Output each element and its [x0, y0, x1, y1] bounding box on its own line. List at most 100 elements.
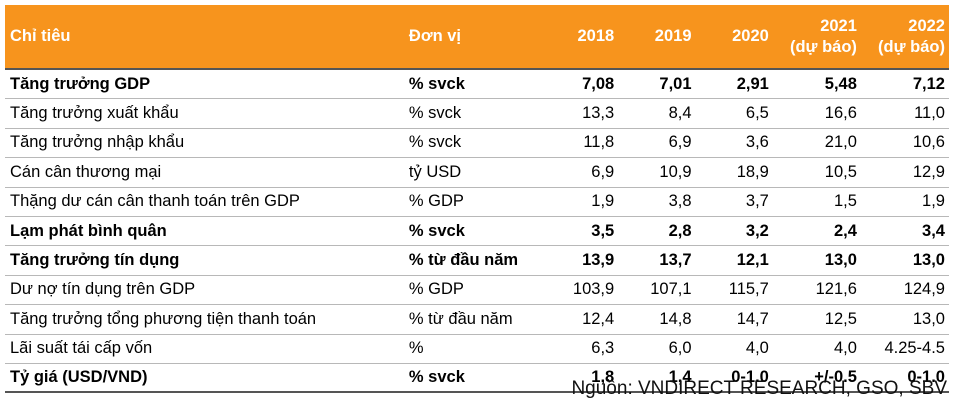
row-unit: % svck — [408, 74, 465, 93]
row-value: 12,1 — [736, 251, 769, 270]
row-value: 18,9 — [736, 162, 769, 181]
row-unit: % — [408, 339, 424, 358]
row-value: 2,91 — [736, 74, 769, 93]
row-value: 10,6 — [912, 133, 945, 152]
table-row: Cán cân thương mại tỷ USD 6,9 10,9 18,9 10,5 1… — [5, 158, 949, 188]
header-unit: Đơn vị — [408, 27, 461, 45]
table-row: Tăng trưởng GDP % svck 7,08 7,01 2,91 5,48 7,1… — [5, 70, 949, 100]
row-value: 13,0 — [912, 251, 945, 270]
row-indicator: Tăng trưởng tín dụng — [10, 251, 180, 270]
row-value: 13,7 — [659, 251, 692, 270]
year-label: 2020 — [732, 27, 769, 45]
row-value: +/-0.5 — [814, 368, 857, 387]
row-value: 6,9 — [591, 162, 615, 181]
table-header: Chỉ tiêu Đơn vị 2018 2019 2020 2021 (dự b… — [5, 5, 949, 70]
table-row: Tỷ giá (USD/VND) % svck 1,8 1,4 0-1.0 +/-0.5 0… — [5, 364, 949, 394]
table-body: Tăng trưởng GDP % svck 7,08 7,01 2,91 5,48 7,1… — [5, 70, 949, 394]
table-row: Tăng trưởng tín dụng % từ đầu năm 13,9 13,7… — [5, 246, 949, 276]
row-value: 4.25-4.5 — [884, 339, 945, 358]
row-indicator: Tăng trưởng GDP — [10, 74, 151, 93]
row-indicator: Cán cân thương mại — [10, 162, 162, 181]
row-value: 1,9 — [922, 192, 945, 211]
row-indicator: Tăng trưởng nhập khẩu — [10, 133, 185, 152]
row-value: 6,0 — [668, 339, 692, 358]
table-row: Thặng dư cán cân thanh toán trên GDP % GD… — [5, 188, 949, 217]
row-unit: % svck — [408, 104, 462, 123]
row-unit: % GDP — [408, 280, 464, 299]
year-label: 2018 — [577, 27, 615, 45]
row-value: 1,5 — [833, 192, 857, 211]
row-value: 1,8 — [591, 368, 615, 387]
row-value: 1,4 — [668, 368, 692, 387]
row-value: 13,9 — [582, 251, 615, 270]
table-row: Tăng trưởng tổng phương tiện thanh toán%… — [5, 305, 949, 335]
header-year-2018: 2018 — [541, 26, 618, 47]
row-value: 11,8 — [583, 133, 615, 152]
row-unit: % svck — [408, 221, 465, 240]
forecast-note: (dự báo) — [789, 37, 857, 56]
row-indicator: Tỷ giá (USD/VND) — [10, 368, 148, 387]
row-value: 4,0 — [833, 339, 857, 358]
header-year-2020: 2020 — [696, 26, 773, 47]
row-unit: % từ đầu năm — [408, 251, 519, 270]
row-value: 8,4 — [668, 104, 692, 123]
source-note: Nguồn: VNDIRECT RESEARCH, GSO, SBV — [571, 378, 947, 399]
row-unit: % từ đầu năm — [408, 309, 513, 328]
row-value: 6,3 — [591, 339, 615, 358]
row-unit: tỷ USD — [408, 162, 462, 181]
row-value: 11,0 — [914, 104, 945, 123]
table-row: Dư nợ tín dụng trên GDP % GDP 103,9 107,1 11… — [5, 276, 949, 306]
row-indicator: Tăng trưởng tổng phương tiện thanh toán — [10, 309, 317, 328]
row-value: 0-1.0 — [907, 368, 945, 387]
row-value: 13,0 — [912, 309, 945, 328]
row-value: 2,8 — [668, 221, 692, 240]
row-value: 16,6 — [824, 104, 857, 123]
row-value: 2,4 — [833, 221, 857, 240]
row-unit: % svck — [408, 368, 465, 387]
row-value: 5,48 — [824, 74, 857, 93]
row-value: 13,0 — [824, 251, 857, 270]
header-year-2019: 2019 — [618, 26, 695, 47]
row-unit: % GDP — [408, 192, 464, 211]
row-indicator: Dư nợ tín dụng trên GDP — [10, 280, 196, 299]
row-value: 12,4 — [582, 309, 615, 328]
row-value: 1,9 — [591, 192, 615, 211]
row-value: 3,2 — [745, 221, 769, 240]
year-label: 2021 — [820, 16, 857, 35]
year-label: 2022 — [908, 16, 945, 35]
forecast-table: Chỉ tiêu Đơn vị 2018 2019 2020 2021 (dự b… — [5, 5, 949, 394]
row-value: 0-1.0 — [731, 368, 769, 387]
row-value: 21,0 — [824, 133, 857, 152]
table-row: Lạm phát bình quân % svck 3,5 2,8 3,2 2,4 3,4 — [5, 217, 949, 247]
row-value: 12,5 — [824, 309, 857, 328]
row-value: 124,9 — [903, 280, 945, 299]
row-value: 6,9 — [668, 133, 692, 152]
row-value: 3,8 — [668, 192, 692, 211]
row-value: 4,0 — [745, 339, 769, 358]
row-value: 13,3 — [582, 104, 615, 123]
row-value: 103,9 — [572, 280, 615, 299]
row-value: 6,5 — [745, 104, 769, 123]
row-value: 14,7 — [736, 309, 769, 328]
row-unit: % svck — [408, 133, 462, 152]
row-value: 12,9 — [912, 162, 945, 181]
header-indicator: Chỉ tiêu — [10, 27, 71, 45]
row-value: 7,12 — [912, 74, 945, 93]
row-value: 3,4 — [922, 221, 945, 240]
table-row: Tăng trưởng nhập khẩu % svck 11,8 6,9 3,6 21,… — [5, 129, 949, 159]
header-year-2022: 2022 (dự báo) — [861, 16, 949, 58]
row-indicator: Thặng dư cán cân thanh toán trên GDP — [10, 192, 300, 211]
row-value: 121,6 — [815, 280, 857, 299]
row-indicator: Lạm phát bình quân — [10, 221, 167, 240]
row-value: 3,7 — [745, 192, 769, 211]
forecast-note: (dự báo) — [878, 37, 945, 56]
year-label: 2019 — [654, 27, 692, 45]
row-value: 3,6 — [745, 133, 769, 152]
row-value: 115,7 — [728, 280, 769, 299]
row-indicator: Tăng trưởng xuất khẩu — [10, 104, 179, 123]
row-value: 7,08 — [582, 74, 615, 93]
header-year-2021: 2021 (dự báo) — [773, 16, 861, 58]
row-value: 10,5 — [824, 162, 857, 181]
row-value: 3,5 — [591, 221, 615, 240]
row-value: 107,1 — [650, 280, 692, 299]
